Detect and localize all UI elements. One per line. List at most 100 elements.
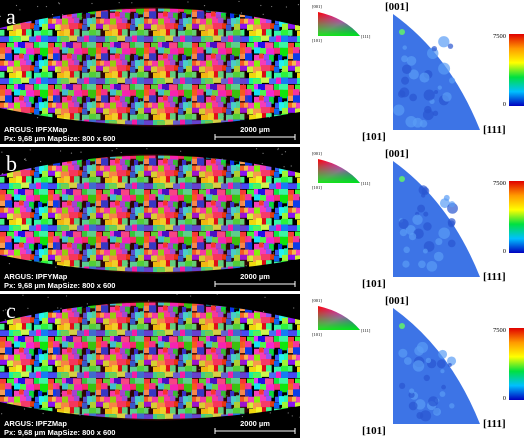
pole-label: [001] bbox=[385, 148, 409, 160]
pole-label: [111] bbox=[483, 124, 506, 136]
ipf-key-overlay bbox=[318, 12, 360, 36]
noise bbox=[263, 14, 264, 15]
weld-zone bbox=[55, 154, 250, 274]
noise bbox=[22, 295, 23, 296]
intensity-spot bbox=[448, 240, 456, 248]
pole-label: [101] bbox=[362, 425, 386, 437]
key-label: [001] bbox=[312, 298, 322, 303]
intensity-spot bbox=[437, 360, 446, 369]
noise bbox=[37, 117, 38, 118]
noise bbox=[270, 412, 271, 413]
intensity-spot bbox=[423, 212, 428, 217]
noise bbox=[187, 1, 188, 2]
noise bbox=[146, 148, 147, 149]
noise bbox=[288, 412, 289, 413]
pole-label: [101] bbox=[362, 131, 386, 143]
noise bbox=[286, 6, 287, 7]
noise bbox=[30, 149, 31, 150]
weld-zone bbox=[55, 7, 250, 127]
noise bbox=[62, 14, 63, 15]
intensity-spot bbox=[423, 222, 432, 231]
noise bbox=[87, 303, 88, 304]
noise bbox=[292, 415, 293, 416]
pole-label: [001] bbox=[385, 295, 409, 307]
intensity-spot bbox=[403, 247, 410, 254]
key-label: [001] bbox=[312, 151, 322, 156]
noise bbox=[256, 148, 257, 149]
noise bbox=[55, 267, 56, 268]
intensity-spot bbox=[432, 46, 437, 51]
map-info: Px: 9,68 µm MapSize: 800 x 600 bbox=[4, 428, 115, 437]
intensity-spot bbox=[413, 360, 424, 371]
intensity-spot bbox=[399, 219, 409, 229]
noise bbox=[24, 408, 25, 409]
noise bbox=[238, 1, 239, 2]
colorbar-max: 7500 bbox=[493, 33, 506, 40]
noise bbox=[1, 413, 2, 414]
noise bbox=[119, 2, 120, 3]
noise bbox=[91, 3, 92, 4]
intensity-peak bbox=[399, 176, 405, 182]
noise bbox=[58, 2, 59, 3]
intensity-spot bbox=[440, 391, 446, 397]
colorbar bbox=[509, 181, 524, 253]
intensity-spot bbox=[440, 369, 444, 373]
noise bbox=[260, 5, 261, 6]
colorbar-max: 7500 bbox=[493, 180, 506, 187]
intensity-spot bbox=[412, 215, 422, 225]
map-title: ARGUS: IPFYMap bbox=[4, 272, 68, 281]
noise bbox=[9, 263, 10, 264]
figure: aARGUS: IPFXMapPx: 9,68 µm MapSize: 800 … bbox=[0, 0, 530, 438]
map-info: Px: 9,68 µm MapSize: 800 x 600 bbox=[4, 134, 115, 143]
noise bbox=[112, 150, 113, 151]
noise bbox=[291, 165, 292, 166]
intensity-spot bbox=[423, 109, 434, 120]
intensity-spot bbox=[423, 249, 428, 254]
intensity-spot bbox=[407, 56, 417, 66]
noise bbox=[241, 12, 242, 13]
intensity-spot bbox=[424, 375, 430, 381]
noise bbox=[57, 307, 58, 308]
noise bbox=[43, 413, 44, 414]
intensity-spot bbox=[404, 357, 412, 365]
noise bbox=[40, 161, 41, 162]
intensity-spot bbox=[438, 350, 447, 359]
intensity-spot bbox=[449, 77, 455, 83]
map-title: ARGUS: IPFXMap bbox=[4, 125, 68, 134]
noise bbox=[80, 152, 81, 153]
noise bbox=[204, 5, 205, 6]
intensity-spot bbox=[418, 260, 426, 268]
noise bbox=[121, 152, 122, 153]
intensity-spot bbox=[393, 104, 404, 115]
intensity-spot bbox=[438, 86, 442, 90]
pole-label: [001] bbox=[385, 1, 409, 13]
key-label: [101] bbox=[312, 185, 322, 190]
page: {"panels": [ {"label": "a", "map_title":… bbox=[0, 0, 530, 438]
ipf-key-overlay bbox=[318, 159, 360, 183]
intensity-spot bbox=[448, 220, 455, 227]
colorbar-min: 0 bbox=[503, 248, 506, 255]
noise bbox=[131, 2, 132, 3]
intensity-spot bbox=[428, 396, 438, 406]
intensity-spot bbox=[414, 346, 424, 356]
pole-figure bbox=[393, 308, 480, 424]
intensity-spot bbox=[449, 403, 454, 408]
intensity-spot bbox=[424, 89, 435, 100]
noise bbox=[52, 14, 53, 15]
scale-label: 2000 µm bbox=[240, 125, 270, 134]
noise bbox=[264, 297, 265, 298]
noise bbox=[299, 417, 300, 418]
ipf-key-overlay bbox=[318, 306, 360, 330]
panel-label: b bbox=[6, 151, 17, 176]
noise bbox=[263, 311, 264, 312]
noise bbox=[293, 307, 294, 308]
intensity-spot bbox=[409, 94, 417, 102]
noise bbox=[48, 297, 49, 298]
intensity-spot bbox=[441, 385, 446, 390]
intensity-spot bbox=[405, 116, 416, 127]
noise bbox=[285, 151, 286, 152]
noise bbox=[277, 149, 278, 150]
intensity-spot bbox=[426, 358, 431, 363]
noise bbox=[37, 6, 38, 7]
weld-zone bbox=[55, 301, 250, 421]
